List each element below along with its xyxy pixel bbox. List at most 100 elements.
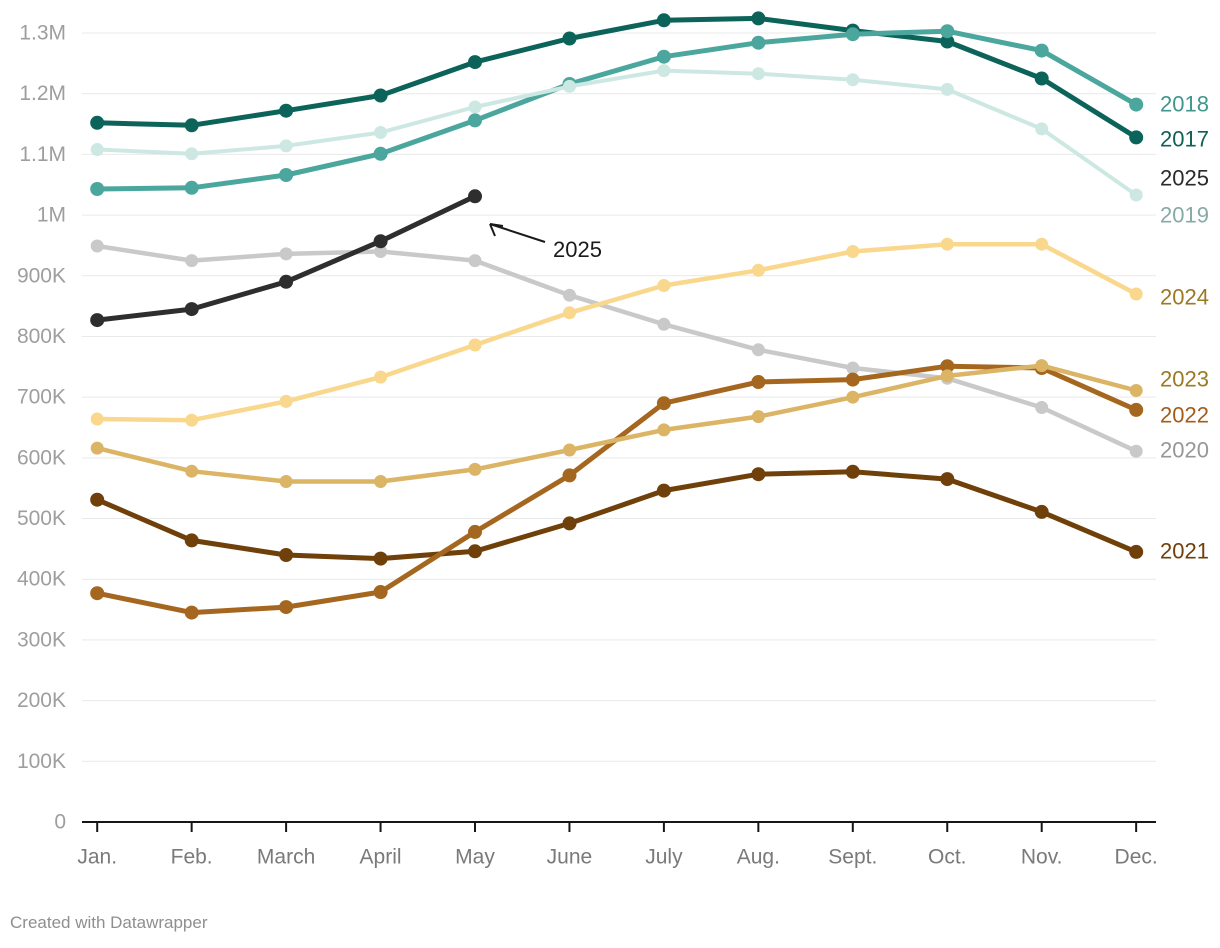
y-tick-label: 300K — [17, 628, 66, 651]
data-point — [373, 551, 388, 566]
series-line — [94, 363, 1139, 484]
series-label: 2018 — [1160, 92, 1209, 117]
series-label: 2017 — [1160, 127, 1209, 152]
y-tick-label: 700K — [17, 386, 66, 409]
data-point — [940, 472, 955, 487]
x-tick-label: June — [547, 846, 593, 869]
x-tick-label: Aug. — [737, 846, 780, 869]
data-point — [751, 263, 765, 277]
data-point — [940, 369, 954, 383]
data-point — [90, 143, 104, 156]
y-tick-label: 500K — [17, 507, 66, 530]
y-tick-label: 1.1M — [19, 143, 66, 166]
series-label: 2021 — [1160, 539, 1209, 564]
data-point — [90, 412, 104, 426]
data-point — [90, 492, 105, 507]
data-point — [185, 413, 199, 427]
y-tick-label: 900K — [17, 264, 66, 287]
data-point — [468, 113, 482, 128]
data-point — [751, 467, 766, 482]
y-tick-label: 600K — [17, 446, 66, 469]
data-point — [1129, 384, 1143, 397]
data-point — [374, 126, 388, 139]
x-tick-label: Jan. — [77, 846, 117, 869]
data-point — [90, 239, 104, 253]
series-line — [94, 243, 1139, 454]
data-point — [1034, 43, 1049, 58]
data-point — [374, 370, 388, 384]
data-point — [184, 302, 199, 317]
data-point — [279, 600, 294, 615]
series-label: 2025 — [1160, 166, 1209, 191]
data-point — [374, 245, 388, 258]
data-point — [279, 475, 293, 488]
annotation-2025: 2025 — [489, 223, 602, 262]
y-tick-label: 1.3M — [19, 22, 66, 45]
series-line — [94, 241, 1139, 423]
data-point — [846, 390, 860, 404]
data-point — [656, 483, 671, 498]
data-point — [279, 139, 293, 153]
datawrapper-credit: Created with Datawrapper — [10, 913, 208, 932]
series-line — [94, 28, 1139, 192]
x-tick-label: July — [645, 846, 683, 869]
data-point — [845, 464, 860, 479]
series-line — [94, 15, 1139, 140]
x-tick-label: May — [455, 846, 495, 869]
annotation-arrow — [489, 223, 546, 243]
data-point — [373, 234, 388, 249]
data-point — [468, 254, 482, 268]
data-point — [373, 146, 388, 161]
annotation-arrowhead — [489, 223, 504, 227]
data-point — [279, 103, 294, 118]
series-line — [95, 68, 1139, 197]
data-point — [751, 35, 766, 50]
x-axis: Jan. Feb. March April May June July Aug. Sept. Oc… — [77, 821, 1158, 869]
data-point — [563, 306, 576, 320]
data-point — [751, 11, 766, 26]
data-point — [1035, 401, 1049, 414]
series-2025: 2025 — [90, 166, 1209, 328]
x-tick-label: Nov. — [1021, 846, 1063, 869]
data-point — [279, 274, 294, 289]
data-point — [563, 79, 576, 93]
data-point — [656, 13, 671, 28]
data-point — [468, 55, 482, 70]
data-point — [90, 182, 105, 196]
series-label: 2022 — [1160, 403, 1209, 428]
data-point — [1035, 359, 1049, 373]
data-point — [845, 27, 860, 42]
y-tick-label: 400K — [17, 568, 66, 591]
annotation-label: 2025 — [553, 237, 602, 262]
series-2017: 2017 — [90, 11, 1209, 152]
data-point — [468, 100, 482, 114]
data-point — [279, 394, 293, 408]
data-point — [656, 49, 671, 64]
series-2021: 2021 — [90, 464, 1209, 566]
y-tick-label: 1.2M — [19, 82, 66, 105]
x-tick-label: Dec. — [1115, 846, 1158, 869]
data-point — [90, 586, 105, 601]
data-point — [562, 516, 577, 531]
y-tick-label: 1M — [37, 204, 66, 227]
data-point — [846, 361, 860, 375]
data-point — [940, 359, 955, 374]
x-tick-label: April — [360, 846, 402, 869]
data-point — [563, 288, 576, 302]
data-point — [468, 524, 482, 539]
data-point — [657, 64, 671, 78]
x-tick-label: March — [257, 846, 315, 869]
series-2024: 2024 — [90, 237, 1209, 427]
data-point — [940, 34, 955, 49]
data-point — [751, 67, 765, 81]
data-point — [468, 189, 482, 204]
data-point — [940, 82, 954, 96]
data-point — [657, 423, 671, 437]
series-2018: 2018 — [90, 24, 1209, 196]
data-point — [751, 343, 765, 357]
data-point — [563, 443, 576, 457]
data-point — [1129, 130, 1144, 145]
data-point — [1129, 444, 1143, 458]
